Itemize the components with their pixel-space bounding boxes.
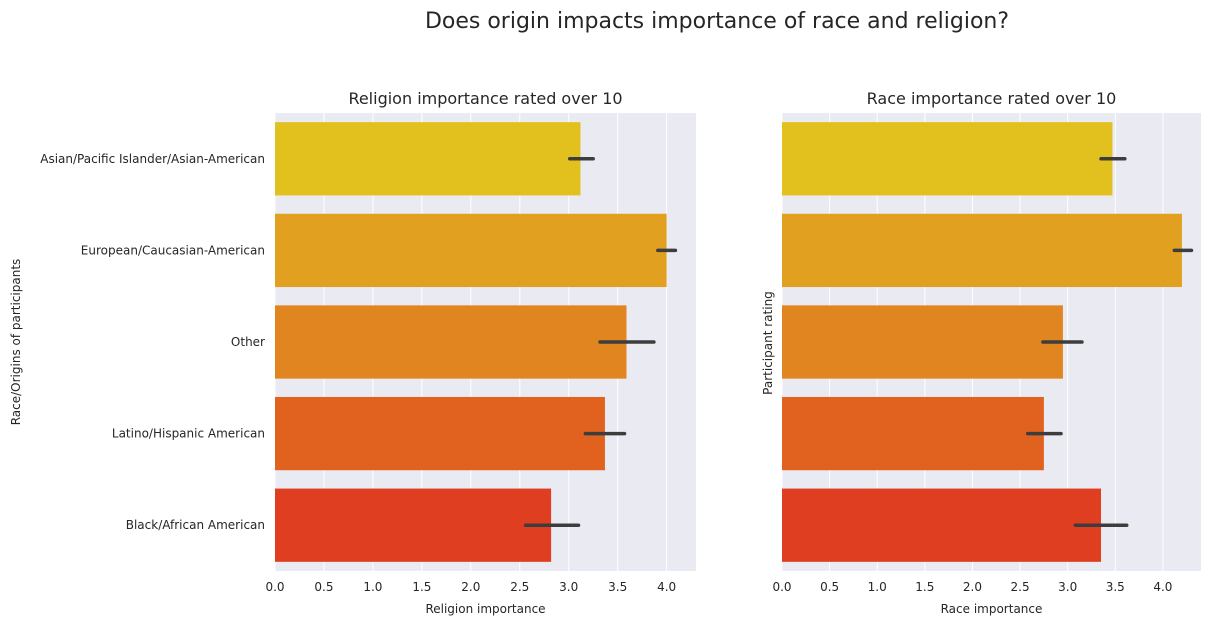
panel-religion: 0.0 0.5 1.0 1.5 2.0 2.5 3.0 3.5 4.0 Asian/Pacifi… [9, 89, 696, 616]
bar [275, 396, 605, 471]
x-tick-label: 0.5 [314, 580, 333, 594]
xticks-religion: 0.0 0.5 1.0 1.5 2.0 2.5 3.0 3.5 4.0 [265, 580, 676, 594]
panel-title-religion: Religion importance rated over 10 [348, 89, 622, 108]
bar [782, 396, 1044, 471]
panel-title-race: Race importance rated over 10 [867, 89, 1117, 108]
panel-race: 0.0 0.5 1.0 1.5 2.0 2.5 3.0 3.5 4.0 Race importa… [761, 89, 1201, 616]
x-tick-label: 1.5 [915, 580, 934, 594]
errorbars-race [1025, 157, 1194, 527]
y-axis-label-religion: Race/Origins of participants [9, 259, 23, 426]
x-tick-label: 1.5 [412, 580, 431, 594]
y-tick-label: Latino/Hispanic American [112, 427, 265, 441]
x-tick-label: 2.0 [461, 580, 480, 594]
x-tick-label: 4.0 [1153, 580, 1172, 594]
yticks-religion: Asian/Pacific Islander/Asian-American Eur… [40, 152, 265, 532]
x-axis-label-religion: Religion importance [425, 602, 545, 616]
x-tick-label: 0.0 [265, 580, 284, 594]
bar [275, 213, 667, 288]
y-tick-label: Other [231, 335, 265, 349]
x-tick-label: 1.0 [363, 580, 382, 594]
errorbars-religion [523, 157, 678, 527]
bar [275, 488, 552, 562]
x-tick-label: 0.0 [772, 580, 791, 594]
x-tick-label: 0.5 [820, 580, 839, 594]
x-tick-label: 3.0 [1058, 580, 1077, 594]
y-axis-label-race: Participant rating [761, 291, 775, 395]
x-tick-label: 2.5 [1011, 580, 1030, 594]
bar [275, 122, 581, 196]
bar [782, 213, 1182, 288]
y-tick-label: European/Caucasian-American [81, 243, 265, 257]
bar [782, 488, 1102, 562]
x-tick-label: 4.0 [657, 580, 676, 594]
x-tick-label: 2.0 [963, 580, 982, 594]
bars-religion [275, 122, 667, 562]
y-tick-label: Asian/Pacific Islander/Asian-American [40, 152, 265, 166]
bar [782, 305, 1063, 379]
figure-title: Does origin impacts importance of race a… [425, 9, 1009, 34]
x-tick-label: 3.0 [559, 580, 578, 594]
x-tick-label: 3.5 [608, 580, 627, 594]
bar [782, 122, 1113, 196]
x-axis-label-race: Race importance [941, 602, 1043, 616]
bars-race [782, 122, 1182, 562]
y-tick-label: Black/African American [126, 518, 265, 532]
x-tick-label: 1.0 [868, 580, 887, 594]
bar [275, 305, 627, 379]
x-tick-label: 2.5 [510, 580, 529, 594]
xticks-race: 0.0 0.5 1.0 1.5 2.0 2.5 3.0 3.5 4.0 [772, 580, 1172, 594]
x-tick-label: 3.5 [1106, 580, 1125, 594]
